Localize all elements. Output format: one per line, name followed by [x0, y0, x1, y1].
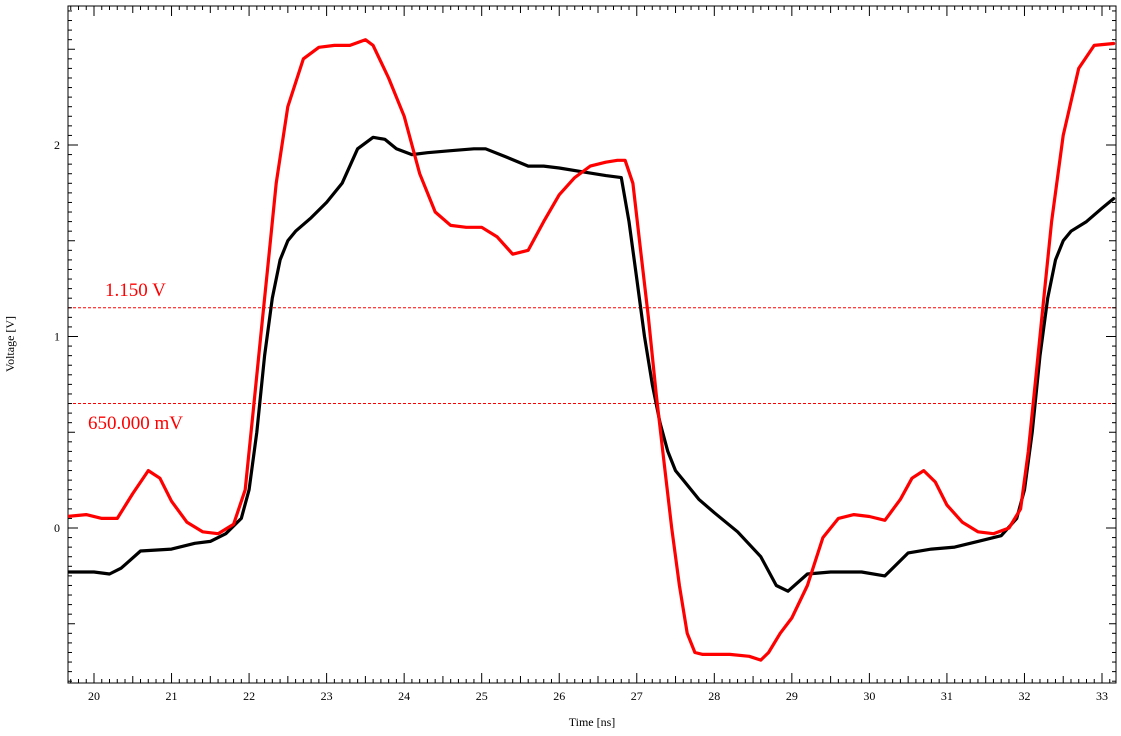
ref-line-label-1150mv: 1.150 V: [105, 280, 166, 301]
ref-line-label-650mv: 650.000 mV: [88, 413, 183, 434]
x-tick-label: 27: [631, 689, 643, 703]
y-axis-ticks: 0 1 2: [54, 10, 1116, 682]
x-tick-label: 31: [941, 689, 953, 703]
x-tick-label: 29: [786, 689, 798, 703]
y-axis-title: Voltage [V]: [3, 316, 17, 372]
x-tick-label: 28: [708, 689, 720, 703]
y-tick-label: 2: [54, 138, 60, 152]
y-tick-label: 0: [54, 521, 60, 535]
x-tick-label: 32: [1018, 689, 1030, 703]
y-tick-label: 1: [54, 330, 60, 344]
x-tick-label: 30: [863, 689, 875, 703]
plot-frame: [67, 5, 1117, 684]
series-line-1: [68, 38, 1116, 662]
x-tick-label: 26: [553, 689, 565, 703]
x-tick-label: 25: [476, 689, 488, 703]
x-tick-label: 21: [166, 689, 178, 703]
x-tick-label: 23: [321, 689, 333, 703]
x-tick-label: 33: [1096, 689, 1108, 703]
series-layer: [68, 38, 1116, 662]
x-tick-label: 22: [243, 689, 255, 703]
x-tick-label: 20: [88, 689, 100, 703]
x-axis-ticks: 20 21 22 23 24 25 26 27 28 29 30 31 32 33: [70, 6, 1111, 703]
x-axis-title: Time [ns]: [569, 715, 616, 729]
series-line-0: [68, 135, 1116, 593]
x-tick-label: 24: [398, 689, 410, 703]
